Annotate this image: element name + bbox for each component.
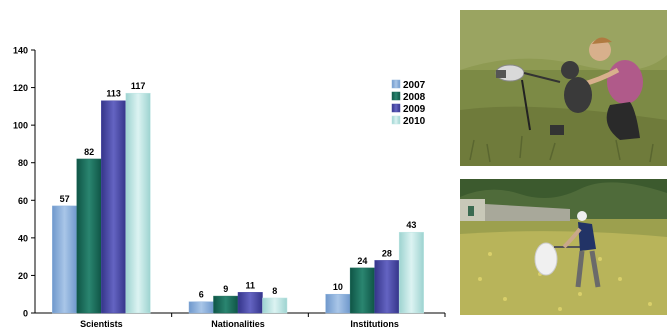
data-label: 113 <box>106 89 121 99</box>
legend-label-2007: 2007 <box>403 80 426 91</box>
bar-chart: 0 20 40 60 80 100 120 140 Scientists Nationalitie… <box>13 46 446 329</box>
y-tick-label: 40 <box>18 233 28 243</box>
legend-label-2008: 2008 <box>403 92 426 103</box>
legend-swatch-2007 <box>391 79 401 89</box>
chart-data-labels: 57 82 113 117 6 9 11 8 10 24 28 43 <box>60 81 417 300</box>
data-label: 9 <box>223 284 228 294</box>
y-tick-label: 120 <box>13 83 28 93</box>
y-tick-label: 60 <box>18 196 28 206</box>
category-label: Nationalities <box>211 319 265 329</box>
bar-2010-scientists <box>125 92 151 314</box>
bar-2008-nationalities <box>213 295 239 314</box>
bar-2008-scientists <box>76 158 102 314</box>
category-label: Institutions <box>350 319 399 329</box>
bar-2007-nationalities <box>188 301 214 314</box>
bar-2010-nationalities <box>262 297 288 314</box>
bar-2010-institutions <box>398 231 424 314</box>
legend-label-2009: 2009 <box>403 104 426 115</box>
researcher-with-net-photo <box>460 179 667 315</box>
bar-2009-institutions <box>374 260 400 314</box>
data-label: 43 <box>406 220 416 230</box>
y-tick-label: 100 <box>13 121 28 131</box>
y-tick-label: 20 <box>18 271 28 281</box>
bar-2008-institutions <box>349 267 375 314</box>
chart-bars <box>52 92 424 314</box>
category-label: Scientists <box>80 319 123 329</box>
y-tick-label: 0 <box>23 309 28 319</box>
legend-label-2010: 2010 <box>403 116 426 127</box>
bar-2009-scientists <box>101 100 127 314</box>
data-label: 57 <box>60 194 70 204</box>
data-label: 24 <box>357 256 367 266</box>
data-label: 82 <box>84 147 94 157</box>
bar-2009-nationalities <box>237 292 263 314</box>
bar-2007-scientists <box>52 205 78 314</box>
data-label: 11 <box>245 280 255 290</box>
y-tick-label: 140 <box>13 46 28 56</box>
data-label: 6 <box>199 290 204 300</box>
data-label: 8 <box>272 286 277 296</box>
researcher-with-microphone-photo <box>460 10 667 166</box>
legend-swatch-2009 <box>391 103 401 113</box>
data-label: 117 <box>131 81 146 91</box>
legend-swatch-2010 <box>391 115 401 125</box>
legend-swatch-2008 <box>391 91 401 101</box>
y-tick-label: 80 <box>18 158 28 168</box>
data-label: 28 <box>382 248 392 258</box>
data-label: 10 <box>333 282 343 292</box>
bar-2007-institutions <box>325 293 351 314</box>
